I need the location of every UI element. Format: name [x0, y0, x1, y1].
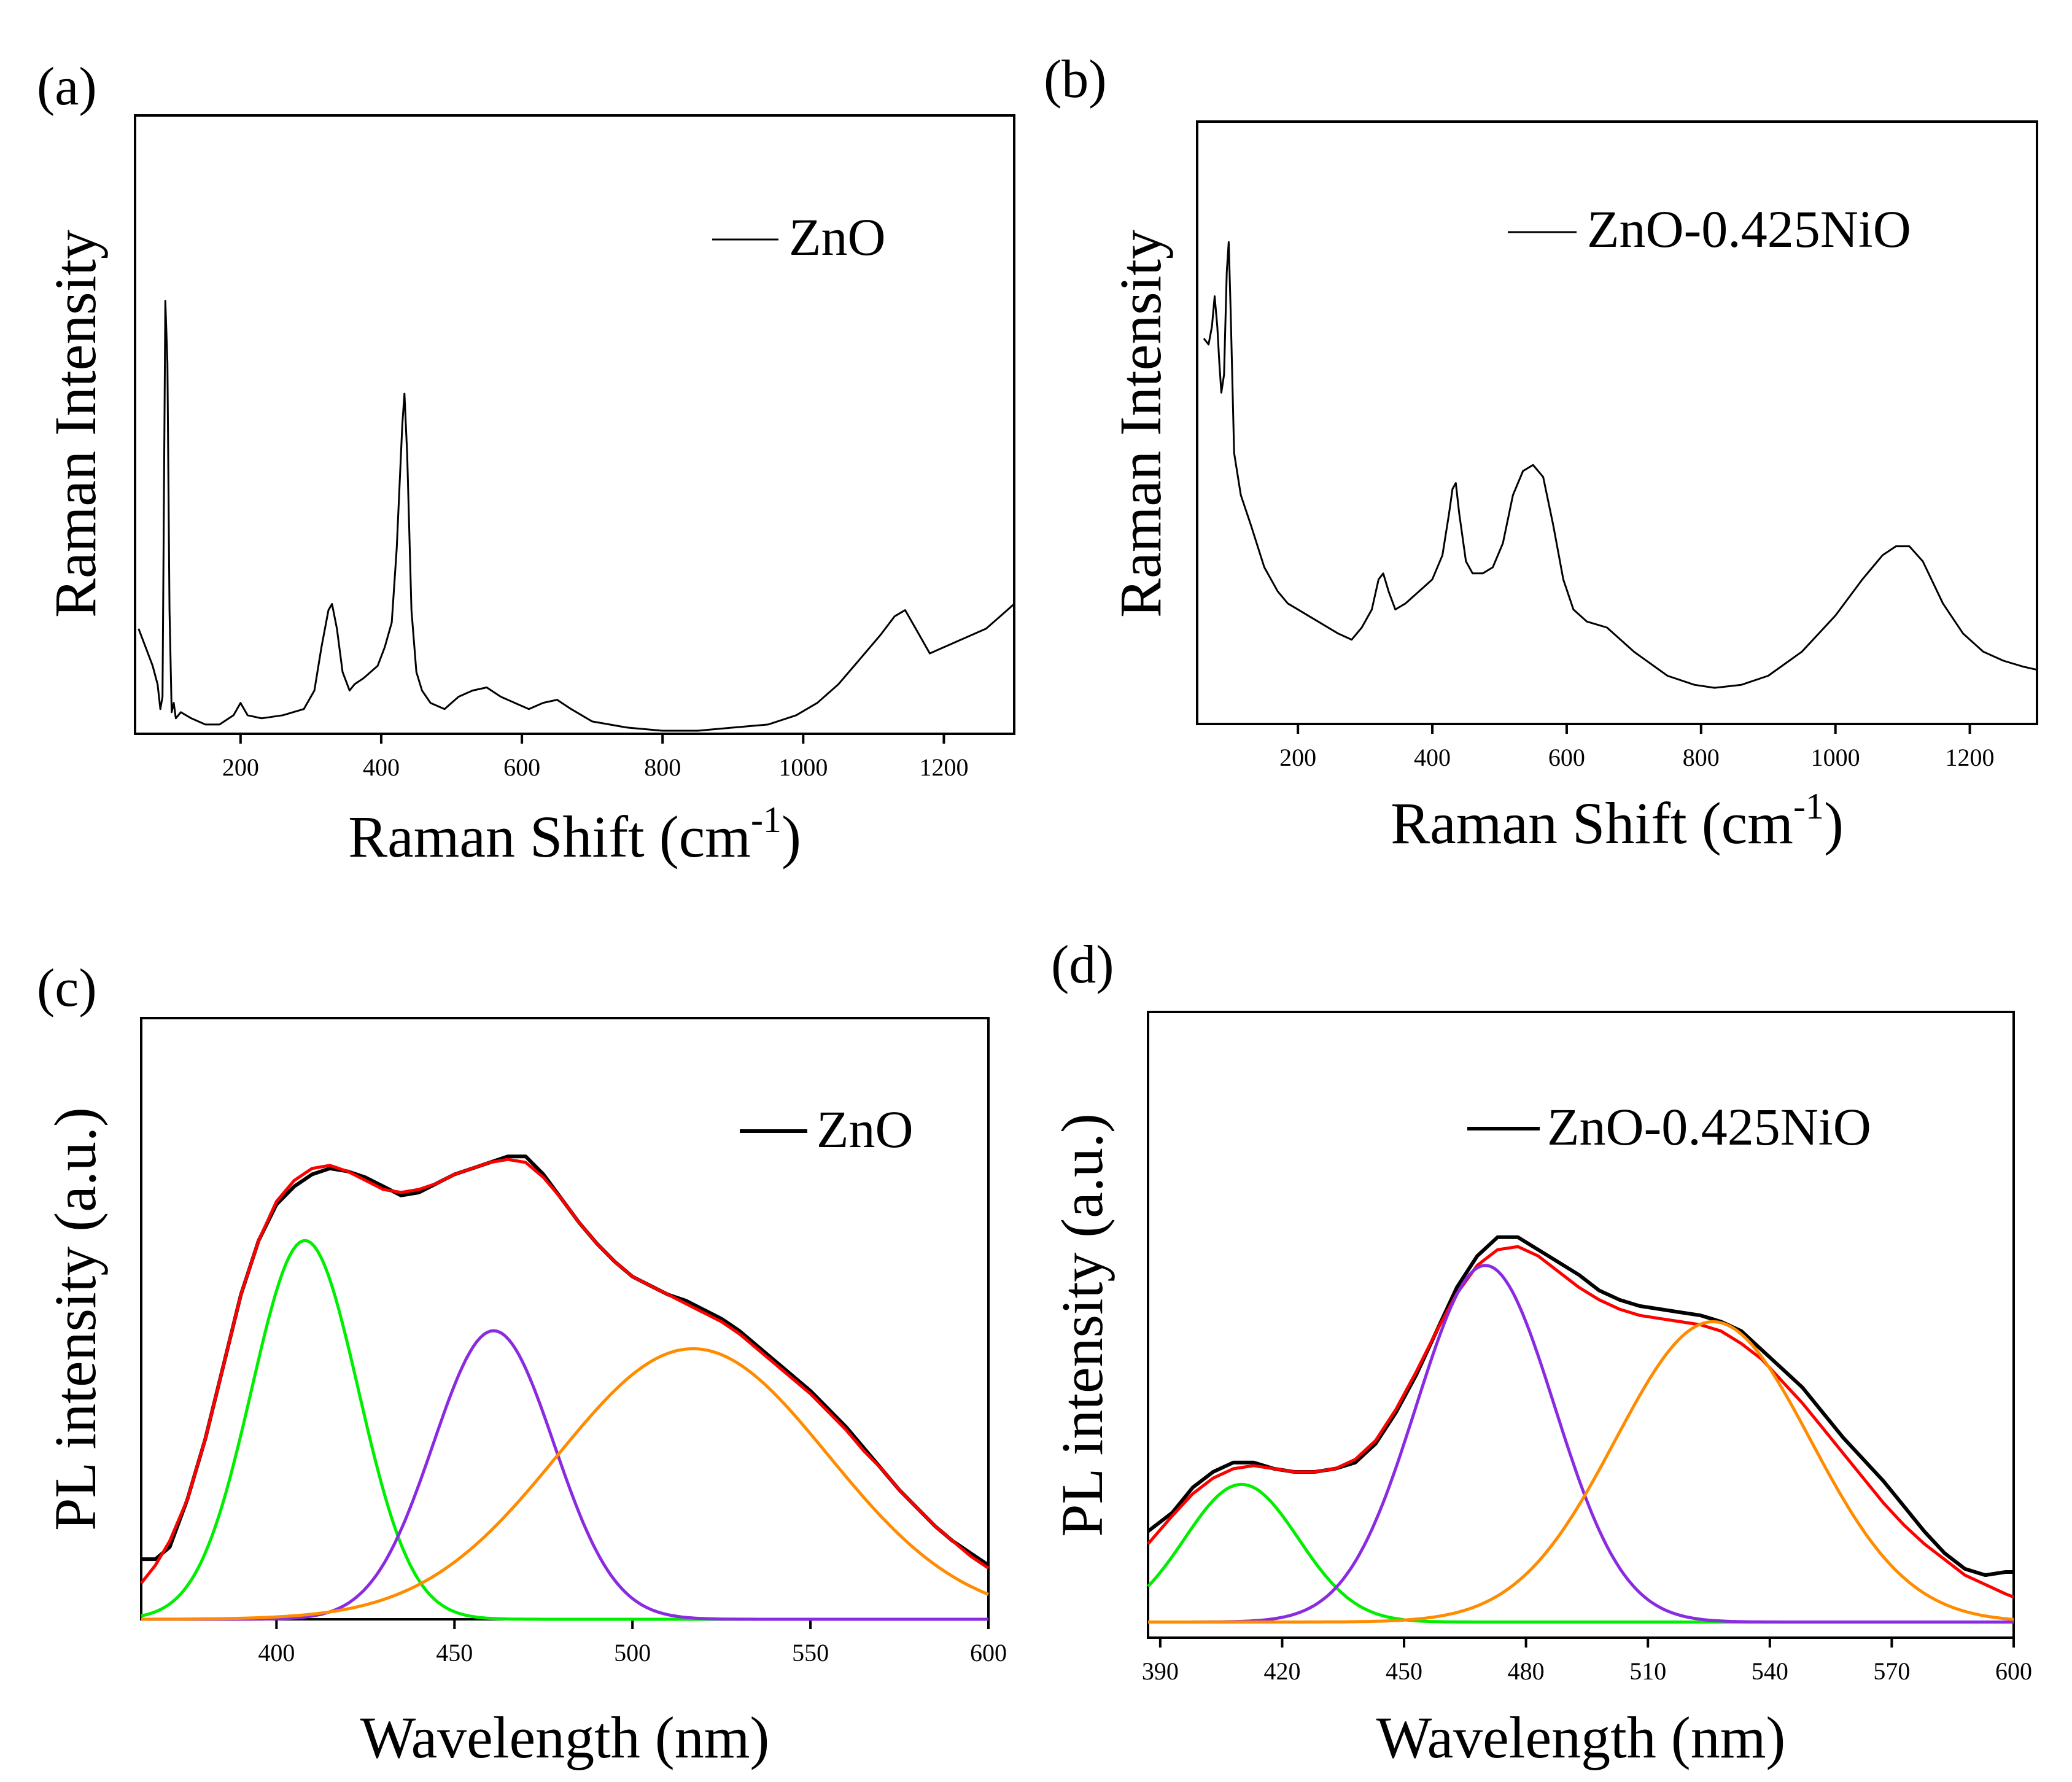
- legend-label: ZnO-0.425NiO: [1587, 200, 1911, 259]
- x-axis-title: Raman Shift (cm-1): [348, 800, 801, 870]
- x-tick-label: 390: [1142, 1657, 1179, 1685]
- y-axis-title: PL intensity (a.u.): [42, 1107, 108, 1531]
- plot-frame: [1147, 1011, 2015, 1639]
- series-line-gaussian-peak-2: [1148, 1264, 2014, 1624]
- x-axis-title: Wavelength (nm): [1376, 1705, 1786, 1770]
- legend-label: ZnO-0.425NiO: [1547, 1097, 1871, 1156]
- x-tick-label: 450: [1386, 1657, 1422, 1685]
- series-line-gaussian-peak-3: [1148, 1320, 2014, 1624]
- x-tick-label: 550: [792, 1639, 829, 1667]
- x-tick-label: 800: [644, 753, 681, 781]
- panel-label: (b): [1044, 50, 1107, 109]
- x-tick-label: 1200: [919, 753, 968, 781]
- series-line-cumulative-fit: [1147, 1245, 2014, 1599]
- x-tick-label: 600: [970, 1639, 1007, 1667]
- y-axis-title: Raman Intensity: [1108, 230, 1173, 618]
- series-line-cumulative-fit: [140, 1158, 990, 1584]
- chart-panel-a: 200 400 600 800 1000 1200 ZnO (a) Raman Intensit…: [37, 57, 1015, 870]
- x-tick-label: 500: [614, 1639, 651, 1667]
- x-tick-label: 200: [222, 753, 259, 781]
- x-tick-label: 600: [503, 753, 540, 781]
- x-tick-label: 400: [258, 1639, 295, 1667]
- x-axis-title: Raman Shift (cm-1): [1391, 786, 1844, 856]
- y-axis-title: Raman Intensity: [42, 230, 108, 618]
- series-line-zno: [138, 300, 1015, 732]
- x-tick-label: 570: [1873, 1657, 1910, 1685]
- x-tick-label: 450: [436, 1639, 473, 1667]
- x-tick-label: 540: [1752, 1657, 1788, 1685]
- x-tick-label: 200: [1279, 744, 1316, 771]
- panel-label: (c): [37, 959, 97, 1018]
- x-tick-label: 480: [1508, 1657, 1545, 1685]
- x-tick-label: 600: [1995, 1657, 2032, 1685]
- y-axis-title: PL intensity (a.u.): [1049, 1113, 1115, 1537]
- legend-label: ZnO: [817, 1100, 914, 1159]
- x-tick-label: 1200: [1946, 744, 1995, 771]
- x-tick-label: 420: [1263, 1657, 1300, 1685]
- x-tick-label: 800: [1683, 744, 1720, 771]
- x-tick-label: 1000: [1811, 744, 1860, 771]
- x-tick-label: 510: [1629, 1657, 1666, 1685]
- series-line-gaussian-peak-3: [141, 1347, 989, 1621]
- plot-frame: [134, 114, 1015, 735]
- chart-panel-b: 200 400 600 800 1000 1200 ZnO-0.425NiO (b) Raman…: [1044, 50, 2038, 856]
- legend-label: ZnO: [789, 208, 886, 267]
- panel-label: (d): [1051, 935, 1114, 995]
- chart-panel-c: 400 450 500 550 600 ZnO (c) PL intensity (a.u.)…: [37, 959, 1007, 1770]
- series-line-zno-0-425nio: [1203, 241, 2038, 689]
- panel-label: (a): [37, 57, 97, 117]
- x-tick-label: 400: [363, 753, 400, 781]
- x-tick-label: 400: [1414, 744, 1451, 771]
- series-line-gaussian-peak-2: [141, 1329, 988, 1621]
- plot-frame: [1196, 120, 2038, 725]
- x-tick-label: 600: [1548, 744, 1585, 771]
- x-tick-label: 1000: [778, 753, 828, 781]
- series-line-gaussian-peak-1: [141, 1239, 988, 1621]
- chart-panel-d: 390 420 450 480 510 540 570 600 ZnO-0.425NiO (d) P…: [1049, 935, 2032, 1770]
- x-axis-title: Wavelength (nm): [360, 1705, 770, 1770]
